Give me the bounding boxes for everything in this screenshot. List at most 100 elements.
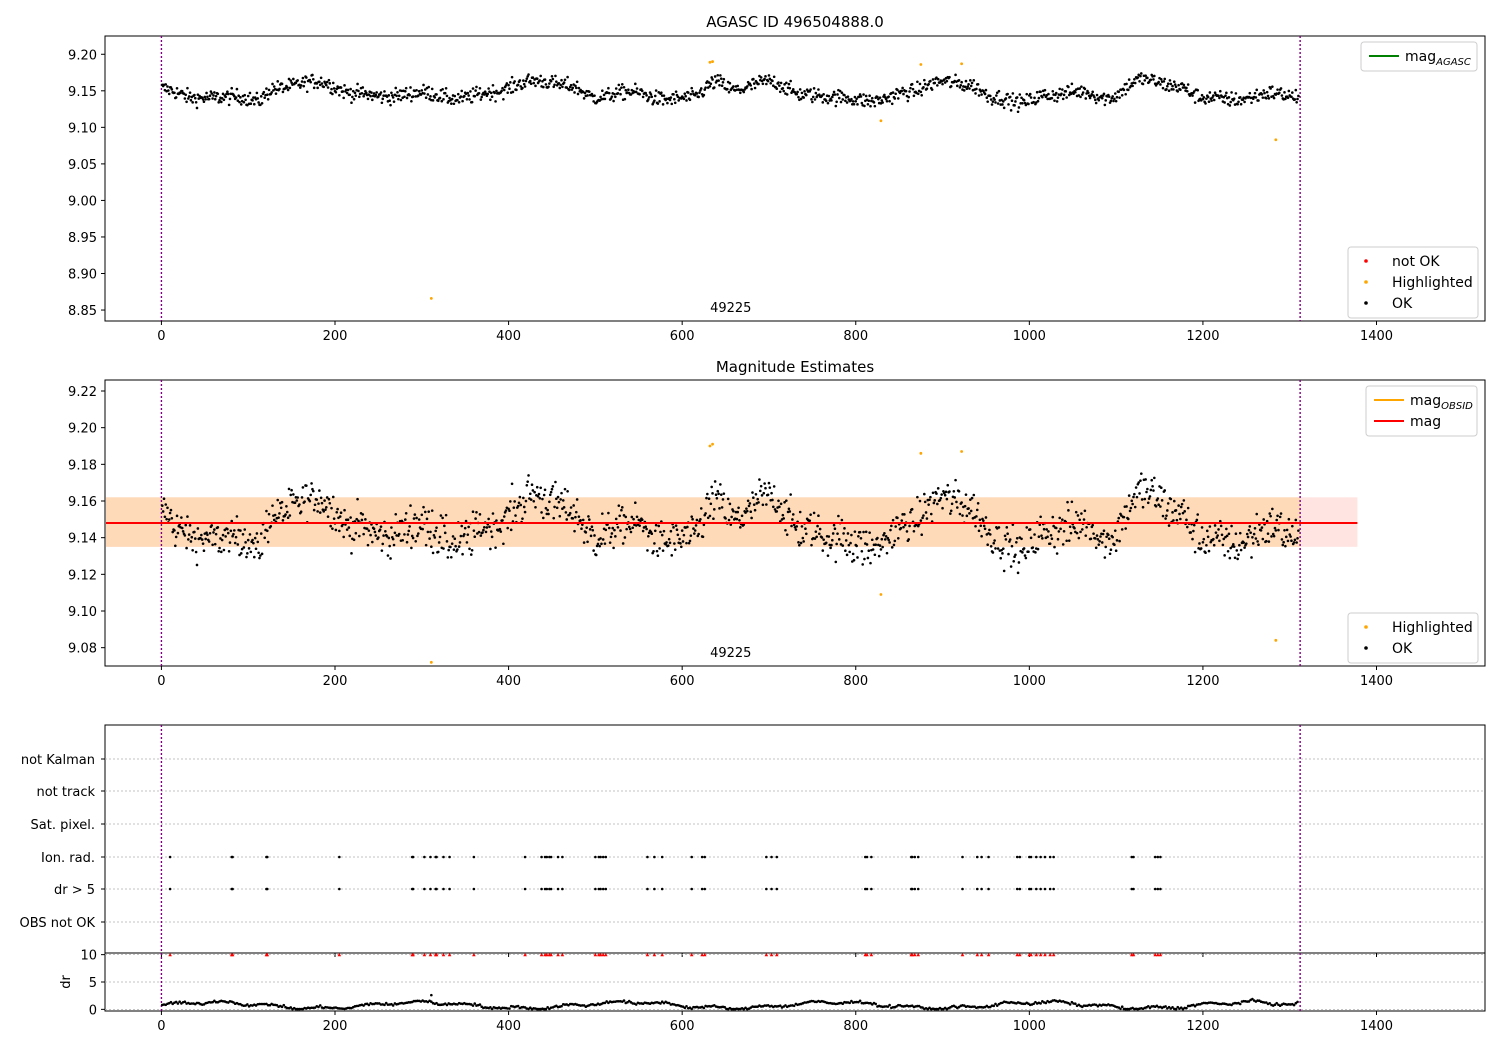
data-point-ok <box>760 494 764 497</box>
data-point-ok <box>708 514 712 518</box>
data-point-ok <box>336 507 339 511</box>
x-tick-label: 800 <box>843 1019 868 1034</box>
data-point-ok <box>1171 511 1174 514</box>
data-point-ok <box>260 552 264 556</box>
data-point-ok <box>1077 94 1081 97</box>
data-point-ok <box>195 106 199 110</box>
data-point-ok <box>650 532 654 536</box>
data-point-ok <box>450 97 454 101</box>
data-point-ok <box>339 86 343 89</box>
data-point-ok <box>453 94 457 98</box>
data-point-ok <box>795 525 799 528</box>
legend-label: OK <box>1392 296 1413 312</box>
data-point-ok <box>1067 539 1071 542</box>
data-point-ok <box>830 99 833 102</box>
data-point-ok <box>278 87 281 91</box>
data-point-ok <box>843 527 846 530</box>
data-point-ok <box>654 523 658 527</box>
dr-point <box>1171 1006 1174 1009</box>
data-point-ok <box>318 489 321 492</box>
data-point-ok <box>380 101 384 105</box>
data-point-ok <box>313 503 317 507</box>
data-point-ok <box>1286 539 1290 543</box>
data-point-ok <box>757 82 760 86</box>
data-point-ok <box>813 537 817 540</box>
data-point-ok <box>676 533 680 537</box>
dr-flag-marker <box>979 952 984 957</box>
data-point-ok <box>470 548 474 552</box>
data-point-ok <box>788 86 792 90</box>
data-point-ok <box>1165 87 1168 91</box>
data-point-ok <box>1083 509 1087 513</box>
data-point-ok <box>242 546 246 549</box>
data-point-ok <box>1138 492 1141 495</box>
data-point-ok <box>490 535 494 539</box>
data-point-ok <box>1151 485 1154 488</box>
data-point-ok <box>272 518 276 522</box>
data-point-ok <box>938 498 942 502</box>
data-point-ok <box>586 94 589 97</box>
data-point-ok <box>764 486 767 490</box>
data-point-ok <box>1186 89 1189 93</box>
data-point-ok <box>412 517 416 520</box>
data-point-ok <box>185 546 188 550</box>
data-point-ok <box>834 104 838 108</box>
data-point-ok <box>991 551 995 554</box>
data-point-ok <box>266 540 270 544</box>
data-point-ok <box>1287 517 1291 521</box>
data-point-ok <box>1279 512 1283 515</box>
data-point-ok <box>609 535 613 539</box>
data-point-ok <box>332 517 336 520</box>
data-point-ok <box>950 502 954 506</box>
data-point-ok <box>1023 554 1027 557</box>
data-point-ok <box>568 88 571 92</box>
data-point-ok <box>246 552 249 555</box>
data-point-ok <box>852 558 856 562</box>
dr-point <box>1179 1006 1183 1009</box>
data-point-ok <box>851 552 855 556</box>
dr-flag-marker <box>689 952 694 957</box>
data-point-ok <box>1243 100 1246 104</box>
data-point-ok <box>1238 95 1242 99</box>
y-tick-label: 9.16 <box>68 495 97 510</box>
data-point-ok <box>772 75 776 79</box>
data-point-ok <box>404 90 407 93</box>
data-point-ok <box>830 543 833 547</box>
data-point-ok <box>519 503 523 507</box>
data-point-ok <box>551 485 555 488</box>
data-point-ok <box>881 101 884 104</box>
data-point-ok <box>161 510 165 513</box>
data-point-ok <box>1251 542 1255 545</box>
data-point-ok <box>252 102 256 106</box>
data-point-ok <box>581 518 585 522</box>
data-point-ok <box>272 85 276 88</box>
data-point-ok <box>829 546 832 550</box>
data-point-ok <box>1237 100 1240 104</box>
data-point-ok <box>1104 545 1108 549</box>
data-point-ok <box>789 493 792 496</box>
data-point-ok <box>1126 88 1130 92</box>
data-point-ok <box>746 80 750 84</box>
data-point-ok <box>562 81 566 84</box>
data-point-ok <box>984 88 988 92</box>
data-point-ok <box>290 81 293 84</box>
data-point-ok <box>298 86 302 89</box>
data-point-highlighted <box>919 451 923 455</box>
data-point-ok <box>614 535 617 538</box>
dr-flag-marker <box>422 952 427 957</box>
data-point-ok <box>1201 540 1205 544</box>
data-point-ok <box>933 499 937 502</box>
flag-point-dr-gt-5 <box>448 887 451 891</box>
dr-flag-marker <box>702 952 707 957</box>
data-point-ok <box>820 536 824 539</box>
data-point-ok <box>538 79 542 82</box>
data-point-ok <box>810 543 813 547</box>
data-point-ok <box>1035 90 1039 94</box>
data-point-ok <box>817 88 820 91</box>
data-point-ok <box>842 532 845 535</box>
data-point-ok <box>265 509 268 513</box>
data-point-ok <box>877 97 880 101</box>
data-point-ok <box>1021 101 1024 105</box>
data-point-ok <box>916 80 919 84</box>
data-point-ok <box>1255 512 1259 516</box>
